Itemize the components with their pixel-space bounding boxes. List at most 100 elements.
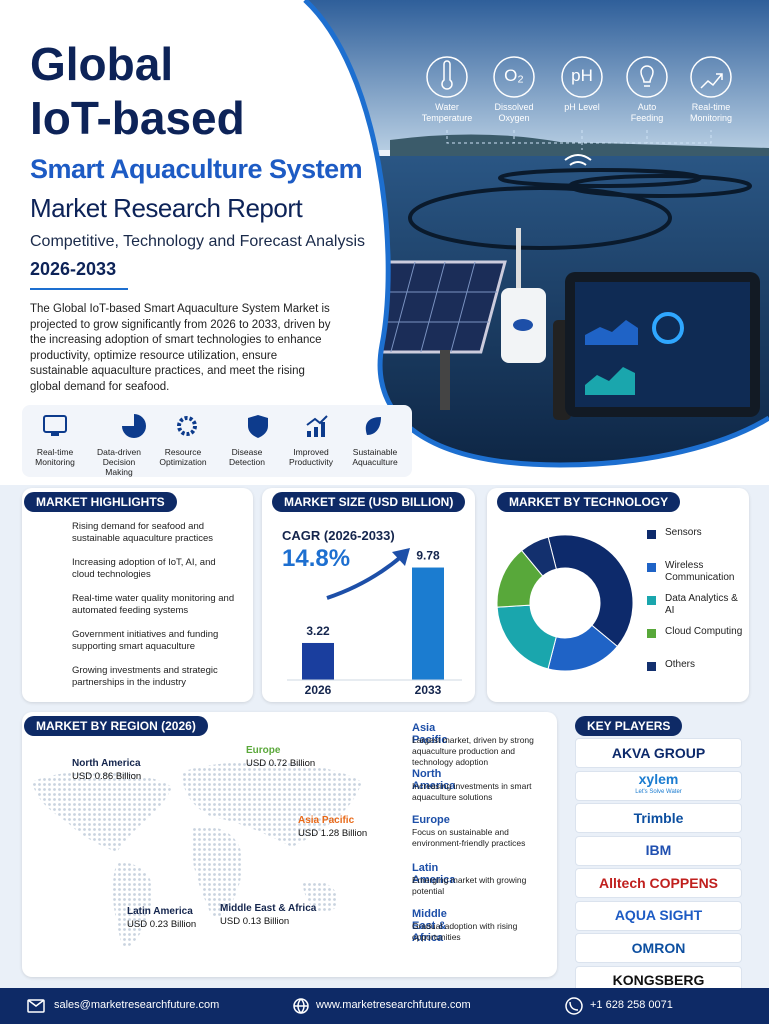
highlight-text: Increasing adoption of IoT, AI, and clou…: [72, 557, 216, 580]
data-label: 3.22: [306, 624, 330, 638]
annotation-label: CAGR (2026-2033): [282, 528, 395, 543]
note-text: Increasing investments in smart aquacult…: [412, 781, 532, 802]
benefit-label: Real-time Monitoring: [35, 447, 75, 467]
player-logo: Trimble: [575, 803, 742, 833]
note-title: North America: [412, 768, 456, 792]
note-text: Focus on sustainable and environment-fri…: [412, 827, 526, 848]
legend-label: Others: [665, 659, 696, 670]
legend-label: Wireless Communication: [665, 560, 735, 583]
benefit-label: Data-driven Decision Making: [97, 447, 141, 477]
x-tick-label: 2026: [305, 683, 332, 697]
legend-swatch: [647, 629, 656, 638]
benefit-label: Disease Detection: [229, 447, 265, 467]
legend-box: Others: [665, 659, 696, 670]
world-map: [32, 761, 362, 948]
region-value: USD 0.23 Billion: [127, 919, 197, 930]
donut-slice: [496, 604, 557, 670]
icon-label: Auto Feeding: [630, 102, 664, 123]
benefit-label: Sustainable Aquaculture: [352, 447, 398, 467]
note-text: Emerging market with growing potential: [412, 875, 527, 896]
data-label: 9.78: [416, 549, 440, 563]
benefit-label: Resource Optimization: [159, 447, 207, 467]
icon-label: Water Temperature: [421, 102, 473, 123]
player-name: xylem: [638, 770, 679, 787]
legend-label: Data Analytics & AI: [665, 593, 738, 616]
player-logo: xylem Let's Solve Water: [575, 770, 742, 801]
player-name: Trimble: [633, 809, 684, 826]
note-title: Europe: [412, 814, 450, 826]
note-text: Largest market, driven by strong aquacul…: [412, 735, 534, 767]
title-line: Smart Aquaculture System: [30, 154, 363, 184]
legend-box: Sensors: [665, 527, 702, 538]
region-value: USD 0.13 Billion: [220, 916, 290, 927]
legend-swatch: [647, 596, 656, 605]
player-logo: AKVA GROUP: [575, 738, 742, 768]
player-name: IBM: [645, 842, 672, 858]
bar-chart: 3.22 2026 9.78 2033: [287, 548, 462, 697]
section-title: MARKET SIZE (USD BILLION): [272, 492, 466, 512]
player-name: AKVA GROUP: [611, 744, 706, 761]
years: 2026-2033: [30, 259, 117, 279]
benefit-label: Improved Productivity: [289, 447, 333, 467]
legend-box: Data Analytics & AI: [665, 593, 738, 616]
region-name: Latin America: [127, 906, 193, 917]
note-title: Latin America: [412, 862, 456, 886]
title-line: Market Research Report: [30, 193, 303, 223]
note-title: Asia Pacific: [412, 722, 448, 746]
donut-slice: [547, 534, 634, 648]
benefit-icons: [43, 414, 381, 438]
legend-swatch: [647, 530, 656, 539]
icon-label: Dissolved Oxygen: [494, 102, 534, 123]
highlight-text: Government initiatives and funding suppo…: [72, 629, 219, 652]
note-text: Gradual adoption with rising opportuniti…: [412, 921, 518, 942]
donut-chart: Sensors Wireless Communication Data Analyt…: [496, 527, 743, 672]
highlight-text: Growing investments and strategic partne…: [72, 665, 218, 688]
highlights-panel: [22, 488, 253, 702]
legend-label: Cloud Computing: [665, 626, 743, 637]
player-logo: OMRON: [575, 933, 742, 963]
region-value: USD 1.28 Billion: [298, 828, 368, 839]
player-name: Alltech COPPENS: [598, 874, 719, 891]
benefits-box: Real-time Monitoring Data-driven Decision…: [22, 405, 412, 477]
bar: [412, 567, 444, 680]
footer: sales@marketresearchfuture.com www.marke…: [0, 988, 769, 1024]
player-name: KONGSBERG: [612, 972, 705, 988]
icon-label: Real-time Monitoring: [689, 102, 733, 123]
player-logo: Alltech COPPENS: [575, 868, 742, 898]
region-name: Asia Pacific: [298, 815, 355, 826]
region-name: Middle East & Africa: [220, 903, 317, 914]
legend-swatch: [647, 662, 656, 671]
player-logo: IBM: [575, 835, 742, 866]
region-name: Europe: [246, 745, 281, 756]
icon-symbol: pH: [571, 66, 593, 85]
description: The Global IoT-based Smart Aquaculture S…: [30, 303, 331, 393]
subtitle: Competitive, Technology and Forecast Ana…: [30, 233, 365, 250]
title-line: Global: [30, 38, 174, 90]
player-name: OMRON: [631, 939, 686, 956]
section-title: MARKET BY REGION (2026): [24, 716, 208, 736]
bar: [302, 642, 334, 680]
highlight-text: Rising demand for seafood and sustainabl…: [72, 521, 214, 544]
region-value: USD 0.72 Billion: [246, 758, 316, 769]
highlight-text: Real-time water quality monitoring and a…: [72, 593, 235, 616]
note-title: Middle East & Africa: [412, 908, 447, 944]
footer-phone[interactable]: +1 628 258 0071: [590, 999, 673, 1011]
icon-label: pH Level: [564, 102, 600, 112]
icon-symbol: O₂: [504, 66, 524, 85]
region-name: North America: [72, 758, 141, 769]
region-value: USD 0.86 Billion: [72, 771, 142, 782]
legend-box: Wireless Communication: [665, 560, 735, 583]
footer-email[interactable]: sales@marketresearchfuture.com: [54, 999, 220, 1011]
player-logo: AQUA SIGHT: [575, 900, 742, 931]
legend-label: Sensors: [665, 527, 702, 538]
donut-slice: [521, 536, 557, 577]
footer-website[interactable]: www.marketresearchfuture.com: [316, 999, 471, 1011]
title-line: IoT-based: [30, 92, 245, 144]
section-title: MARKET HIGHLIGHTS: [24, 492, 177, 512]
annotation: 14.8%: [282, 545, 351, 572]
section-title: MARKET BY TECHNOLOGY: [497, 492, 681, 512]
x-tick-label: 2033: [415, 683, 442, 697]
player-name: AQUA SIGHT: [614, 907, 703, 923]
footer-icons: [27, 997, 583, 1015]
